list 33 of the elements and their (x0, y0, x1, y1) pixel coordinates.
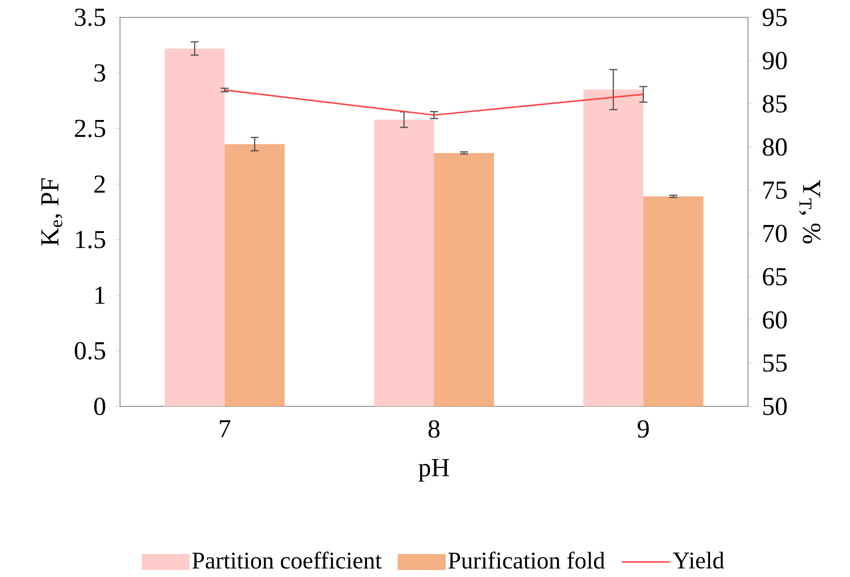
y2-tick-label: 80 (762, 138, 787, 156)
y2-tick-label: 90 (762, 52, 787, 70)
y2-axis-title: Y$_{T}$, % (799, 180, 820, 244)
y-tick-label: 2.5 (74, 120, 106, 138)
x-tick-label: 7 (220, 420, 230, 437)
y2-tick-label: 65 (762, 268, 787, 286)
y-axis-title: K$_{e}$, PF (41, 178, 62, 246)
x-tick-label: 8 (428, 420, 440, 438)
y2-tick-label: 85 (762, 94, 787, 112)
y2-tick-label: 60 (762, 311, 787, 328)
y-tick-label: 2 (94, 175, 105, 192)
y2-tick-label: 75 (764, 181, 787, 199)
bar (374, 119, 434, 406)
bar (224, 144, 285, 406)
legend-label: Purification fold (448, 551, 605, 568)
y-tick-label: 3.5 (75, 8, 106, 26)
y2-tick-label: 50 (763, 397, 787, 415)
y-tick-label: 3 (94, 64, 106, 82)
x-tick-label: 9 (638, 420, 649, 438)
bar (164, 48, 225, 406)
y-tick-label: 1 (96, 286, 105, 304)
legend-label: Partition coefficient (192, 551, 382, 568)
bar (434, 152, 494, 406)
y-tick-label: 1.5 (76, 230, 106, 248)
y-tick-label: 0 (94, 397, 106, 415)
y2-tick-label: 95 (762, 8, 787, 26)
bar (583, 89, 644, 406)
bar (643, 196, 704, 406)
x-axis-title: pH (418, 458, 450, 482)
y2-tick-label: 70 (764, 224, 787, 242)
y2-tick-label: 55 (763, 354, 787, 372)
y-tick-label: 0.5 (74, 342, 106, 360)
legend-label: Yield (672, 552, 724, 568)
